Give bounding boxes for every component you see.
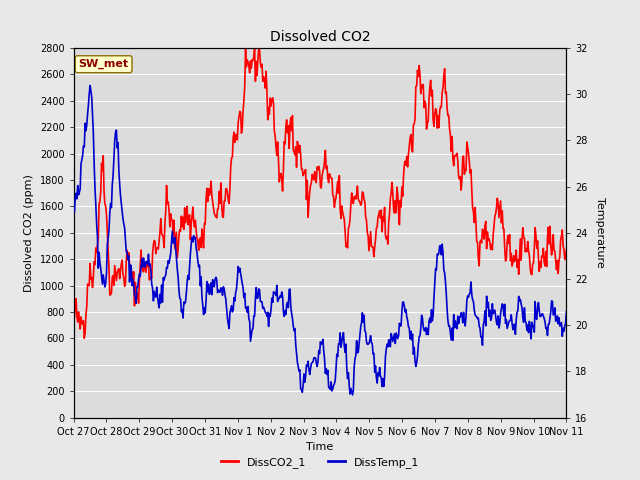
- Title: Dissolved CO2: Dissolved CO2: [269, 30, 371, 44]
- Y-axis label: Temperature: Temperature: [595, 197, 605, 268]
- Legend: DissCO2_1, DissTemp_1: DissCO2_1, DissTemp_1: [216, 452, 424, 472]
- Text: SW_met: SW_met: [79, 59, 129, 69]
- X-axis label: Time: Time: [307, 442, 333, 452]
- Y-axis label: Dissolved CO2 (ppm): Dissolved CO2 (ppm): [24, 174, 35, 292]
